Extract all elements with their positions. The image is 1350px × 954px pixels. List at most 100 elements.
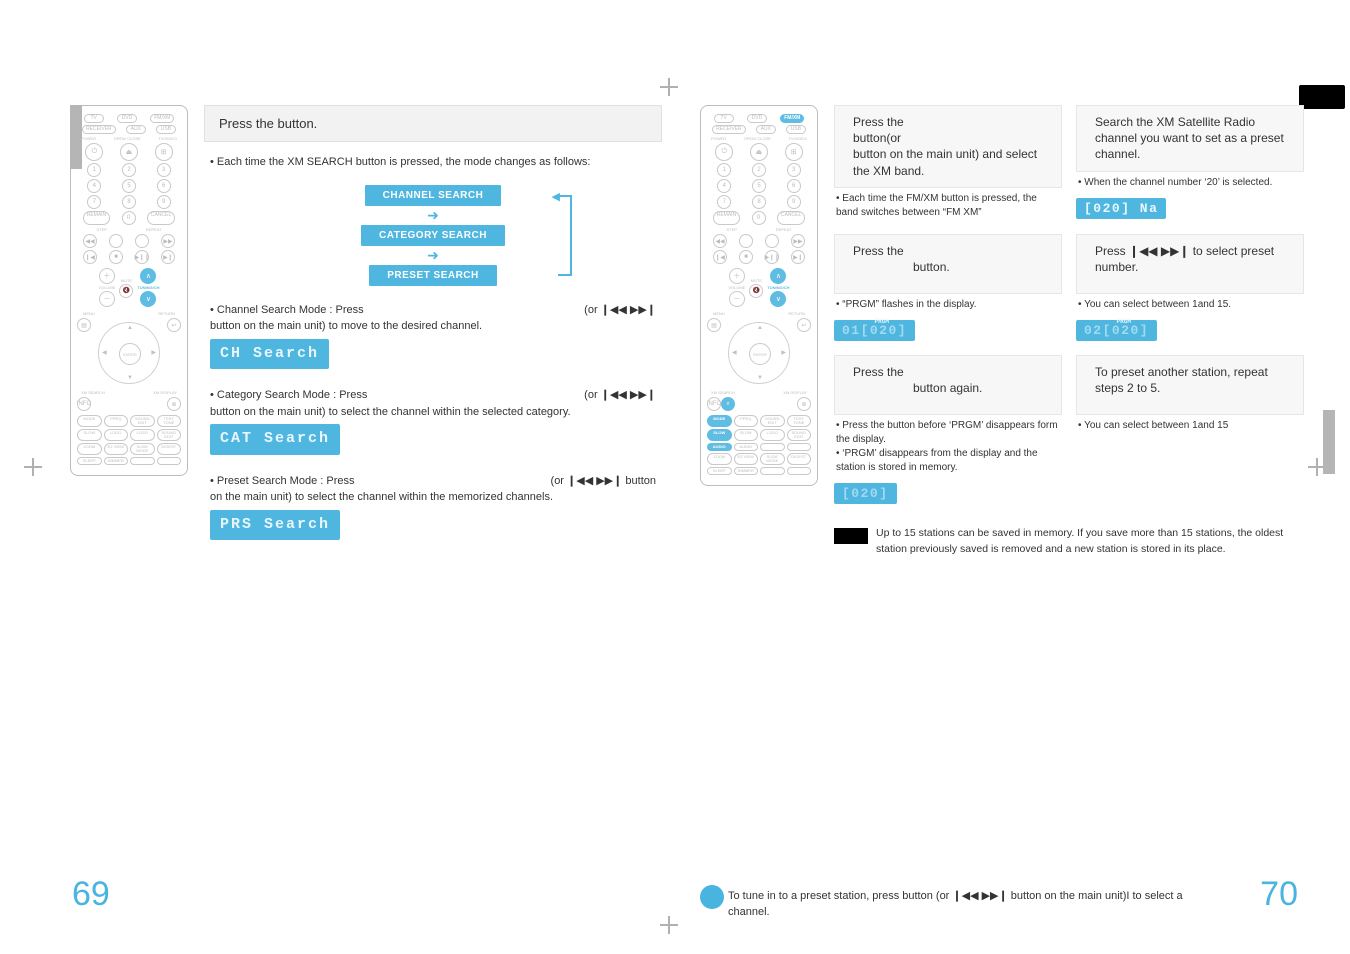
note-row: Up to 15 stations can be saved in memory…: [834, 526, 1304, 558]
r2-tune-up-icon: ∧: [770, 268, 786, 284]
arrow-down-icon-2: ➜: [427, 252, 439, 259]
s1-bullet: Each time the FM/XM button is pressed, t…: [836, 193, 1037, 218]
r2-return-label: RETURN: [788, 311, 805, 316]
step-3: Press the button. “PRGM” flashes in the …: [834, 234, 1062, 345]
mode-note: Each time the XM SEARCH button is presse…: [210, 156, 591, 168]
prs-mode-label: Preset Search Mode : Press: [210, 475, 354, 487]
num-8: 8: [122, 195, 136, 209]
remote-remain: REMAIN: [83, 211, 110, 225]
step1-header: Press the button.: [204, 105, 662, 142]
cat-mode-line2: button on the main unit) to select the c…: [210, 406, 571, 418]
ch-mode-line2: button on the main unit) to move to the …: [210, 320, 482, 332]
r2b-7: SOUND EDIT: [787, 429, 812, 441]
r2-dvd: DVD: [747, 114, 767, 123]
remote-step-label: STEP: [96, 227, 106, 232]
page-left: TV DVD FM/XM RECEIVER AUX USB POWER OPEN…: [70, 105, 680, 558]
remote-illustration: TV DVD FM/XM RECEIVER AUX USB POWER OPEN…: [70, 105, 188, 476]
page-number-right: 70: [1260, 875, 1298, 914]
s3-a: Press the: [853, 244, 904, 258]
section-chip: [1299, 85, 1345, 109]
s5-bullet1: Press the button before ‘PRGM’ disappear…: [836, 420, 1058, 445]
r2-xmsearch-icon: ⌕: [721, 397, 735, 411]
s5-bullet2: ‘PRGM’ disappears from the display and t…: [836, 448, 1038, 473]
remote-eject-icon: ⏏: [120, 143, 138, 161]
cat-mode-label: Category Search Mode : Press: [210, 389, 367, 401]
r2b-14: SLIDE MODE: [760, 453, 785, 465]
s1-c: button on the main unit) and select the …: [853, 147, 1037, 177]
r2-tvvideo-icon: ⊞: [785, 143, 803, 161]
lcd-02-020-text: 02[020]: [1084, 323, 1149, 338]
tuning-up-icon: ∧: [140, 268, 156, 284]
num-7: 7: [87, 195, 101, 209]
r2b-9: AUDIO: [734, 443, 759, 451]
rb-ppeq: PPEQ: [104, 415, 129, 427]
r2-tv: TV: [714, 114, 734, 123]
r2-fmxm: FM/XM: [780, 114, 804, 123]
r2-tune-dn-icon: ∨: [770, 291, 786, 307]
r2-xmsearch-label: XM SEARCH: [711, 390, 735, 395]
num-9: 9: [157, 195, 171, 209]
r2-xmdisp-icon: ⊕: [797, 397, 811, 411]
r2-return-icon: ↩: [797, 318, 811, 332]
lcd-prs-search: PRS Search: [210, 510, 340, 541]
cat-tail: (or ❙◀◀ ▶▶❙: [584, 387, 656, 404]
num-6: 6: [157, 179, 171, 193]
r2-vol-up-icon: ＋: [729, 268, 745, 284]
r2-s2: [765, 234, 779, 248]
flow-return-arrow-icon: ◀: [552, 190, 560, 203]
s5-a: Press the: [853, 365, 904, 379]
remote-return-label: RETURN: [158, 311, 175, 316]
steps-grid: Press the button(or button on the main u…: [834, 105, 1304, 508]
r2-eject-icon: ⏏: [750, 143, 768, 161]
num-2: 2: [122, 163, 136, 177]
transport-step2: [135, 234, 149, 248]
r2-0: 0: [752, 211, 766, 225]
r2b-1: PPEQ: [734, 415, 759, 427]
page-right: TV DVD FM/XM RECEIVER AUX USB POWER OPEN…: [700, 105, 1310, 557]
step1-box: Press the button(or button on the main u…: [834, 105, 1062, 188]
lcd-020: [020]: [834, 483, 897, 504]
s1-b: button(or: [853, 131, 901, 145]
s4-a: Press ❙◀◀ ▶▶❙ to select preset number.: [1095, 244, 1274, 274]
remote-btn-usb: USB: [156, 125, 176, 134]
r2b-18: [760, 467, 785, 475]
lcd-020-na: [020] Na: [1076, 198, 1166, 219]
lcd-ch-search: CH Search: [210, 339, 329, 370]
transport-rew-icon: ◀◀: [83, 234, 97, 248]
transport-prev-icon: ❙◀: [83, 250, 97, 264]
r2b-15: DIGEST: [787, 453, 812, 465]
r2-open-label: OPEN/ CLOSE: [744, 136, 771, 141]
step-2: Search the XM Satellite Radio channel yo…: [1076, 105, 1304, 224]
transport-play-icon: ▶❙❙: [135, 250, 149, 264]
transport-ff-icon: ▶▶: [161, 234, 175, 248]
prs-tail: (or ❙◀◀ ▶▶❙ button: [551, 473, 656, 490]
r2b-17: DIMMER: [734, 467, 759, 475]
r2-3: 3: [787, 163, 801, 177]
r2b-16: SLEEP: [707, 467, 732, 475]
rb-8: ZOOM: [77, 443, 102, 455]
remote-menu-icon: ▤: [77, 318, 91, 332]
r2b-3: TEST TONE: [787, 415, 812, 427]
r2-enter: ENTER: [749, 343, 771, 365]
remote-btn-tv: TV: [84, 114, 104, 123]
step2-box: Search the XM Satellite Radio channel yo…: [1076, 105, 1304, 172]
s3-bullet: “PRGM” flashes in the display.: [836, 299, 977, 310]
r2-next-icon: ▶❙: [791, 250, 805, 264]
r2-repeat: REPEAT: [776, 227, 792, 232]
right-content: Press the button(or button on the main u…: [834, 105, 1304, 557]
step4-box: Press ❙◀◀ ▶▶❙ to select preset number.: [1076, 234, 1304, 294]
s6-a: To preset another station, repeat steps …: [1095, 365, 1268, 395]
remote-info-icon: INFO: [77, 397, 91, 411]
ch-mode-block: Channel Search Mode : Press (or ❙◀◀ ▶▶❙ …: [210, 302, 656, 374]
step-5: Press the button again. Press the button…: [834, 355, 1062, 508]
step3-box: Press the button.: [834, 234, 1062, 294]
lcd-02-020: PRGM 02[020]: [1076, 320, 1157, 341]
num-0: 0: [122, 211, 136, 225]
r2-menu-icon: ▤: [707, 318, 721, 332]
rb-10: SLIDE MODE: [130, 443, 155, 455]
r2-step: STEP: [726, 227, 736, 232]
r2-mute-icon: 🔇: [749, 284, 763, 298]
remote-tuning-label: TUNING/CH: [137, 285, 159, 290]
footer-tip-text: To tune in to a preset station, press bu…: [728, 890, 1183, 917]
remote-bottom-grid: MODE PPEQ SOUND EDIT TEST TONE SLOW LOGO…: [77, 415, 181, 465]
